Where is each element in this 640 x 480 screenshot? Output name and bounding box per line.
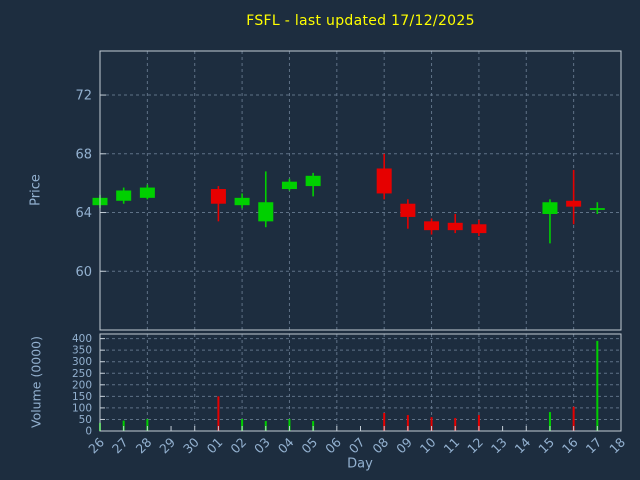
candle-16 (566, 169, 582, 225)
x-tick-label: 11 (440, 435, 462, 457)
x-tick-label: 05 (298, 435, 320, 457)
price-tick-label: 64 (75, 206, 92, 221)
volume-tick-label: 200 (72, 379, 92, 391)
volume-tick-label: 350 (72, 345, 92, 357)
x-tick-label: 18 (606, 434, 628, 456)
volume-tick-label: 250 (72, 368, 92, 380)
candle-08 (376, 153, 392, 200)
x-tick-label: 28 (133, 434, 155, 456)
volume-tick-label: 50 (79, 414, 92, 426)
x-axis-label: Day (347, 456, 373, 472)
x-tick-label: 08 (369, 434, 391, 456)
candle-28 (139, 184, 155, 200)
x-tick-label: 14 (512, 434, 534, 456)
candle-05 (305, 172, 321, 197)
x-tick-label: 27 (109, 435, 131, 457)
candle-10 (424, 218, 440, 235)
volume-axis-label: Volume (0000) (28, 335, 44, 429)
panel-borders (99, 50, 622, 432)
x-tick-label: 02 (227, 435, 249, 457)
volume-tick-label: 150 (72, 391, 92, 403)
candle-02 (234, 193, 250, 209)
x-tick-label: 29 (156, 434, 178, 456)
volume-tick-label: 100 (72, 402, 92, 414)
candle-12 (471, 219, 487, 237)
volume-tick-label: 0 (85, 426, 92, 438)
candle-09 (400, 199, 416, 229)
price-tick-label: 68 (75, 147, 92, 162)
x-tick-label: 26 (85, 434, 107, 456)
volume-tick-label: 300 (72, 356, 92, 368)
chart-title: FSFL - last updated 17/12/2025 (246, 13, 475, 29)
x-tick-label: 13 (488, 435, 510, 457)
candle-27 (116, 187, 132, 204)
x-tick-label: 17 (583, 435, 605, 457)
candle-15 (542, 199, 558, 244)
x-tick-label: 09 (393, 434, 415, 456)
x-tick-label: 16 (559, 434, 581, 456)
candle-03 (258, 171, 274, 228)
candle-11 (447, 213, 463, 234)
volume-bars (99, 340, 599, 431)
candle-04 (281, 178, 297, 191)
x-tick-label: 01 (204, 435, 226, 457)
x-tick-label: 10 (417, 434, 439, 456)
x-tick-label: 04 (275, 434, 297, 456)
price-tick-label: 60 (75, 265, 92, 280)
x-tick-label: 07 (346, 435, 368, 457)
volume-tick-label: 400 (72, 333, 92, 345)
x-tick-label: 03 (251, 435, 273, 457)
candles (92, 153, 605, 244)
candle-17 (589, 202, 605, 214)
candle-01 (210, 186, 226, 222)
grid (100, 51, 621, 431)
price-tick-label: 72 (75, 89, 92, 104)
x-tick-label: 06 (322, 434, 344, 456)
price-axis-label: Price (28, 174, 44, 206)
x-tick-label: 15 (535, 435, 557, 457)
x-tick-label: 30 (180, 434, 202, 456)
x-tick-label: 12 (464, 435, 486, 457)
